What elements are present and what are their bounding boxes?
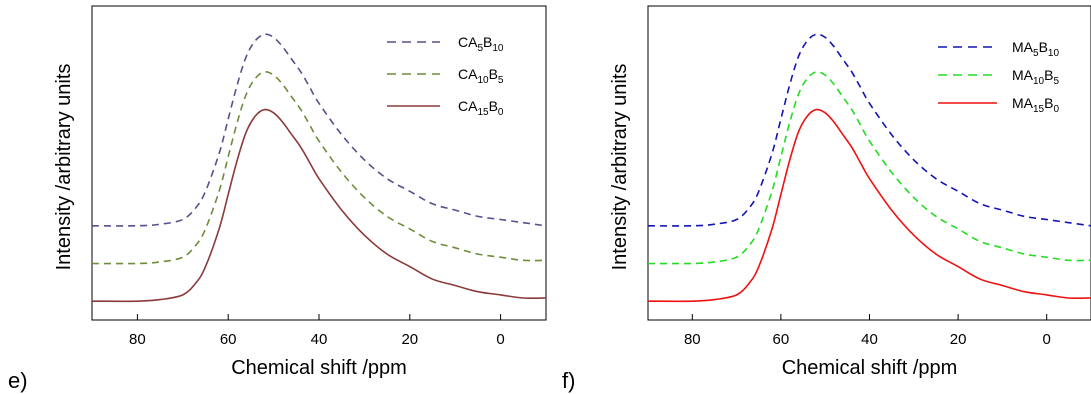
series-line-MA10B5 [647,71,1091,265]
series-line-CA5B10 [91,33,547,227]
chart-panel-e: 80 60 40 20 0 Chemical shift /ppm Intensity /a… [53,5,547,379]
x-tick-label: 80 [129,331,146,348]
y-axis-label: Intensity /arbitrary units [609,64,631,271]
x-tick-label: 40 [861,331,878,348]
legend-label-MA10B5: MA10B5 [1012,67,1059,87]
x-tick-label: 0 [496,331,504,348]
panel-label-e: e) [8,368,28,393]
x-axis-label: Chemical shift /ppm [782,357,958,379]
chart-panel-f: 80 60 40 20 0 Chemical shift /ppm Intensity /a… [609,5,1091,379]
legend-label-MA5B10: MA5B10 [1012,39,1059,59]
x-tick-label: 20 [401,331,418,348]
series-line-CA15B0 [91,108,547,303]
x-tick-label: 60 [220,331,237,348]
x-axis-label: Chemical shift /ppm [231,357,407,379]
y-axis-label: Intensity /arbitrary units [53,64,75,271]
x-tick-label: 20 [950,331,967,348]
series-line-CA10B5 [91,71,547,265]
legend-label-CA5B10: CA5B10 [458,34,504,54]
x-tick-label: 60 [773,331,790,348]
legend-label-CA15B0: CA15B0 [458,98,504,118]
x-tick-label: 80 [684,331,701,348]
series-line-MA5B10 [647,33,1091,227]
x-tick-label: 0 [1043,331,1051,348]
legend-label-MA15B0: MA15B0 [1012,95,1059,115]
legend-label-CA10B5: CA10B5 [458,66,504,86]
panel-label-f: f) [562,368,576,393]
series-line-MA15B0 [647,108,1091,303]
x-tick-label: 40 [311,331,328,348]
